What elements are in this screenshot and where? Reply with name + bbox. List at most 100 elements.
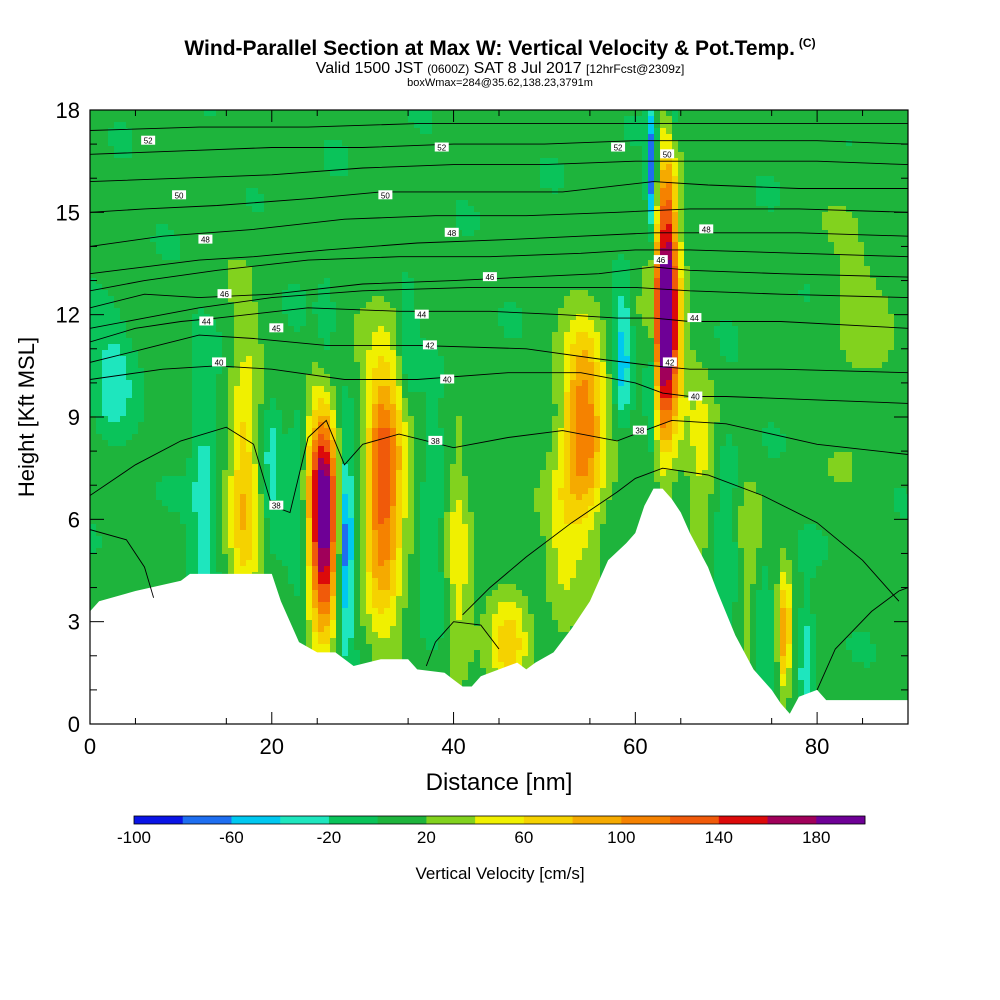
velocity-cell: [756, 218, 763, 225]
velocity-cell: [180, 260, 187, 267]
velocity-cell: [792, 302, 799, 309]
velocity-cell: [132, 290, 139, 297]
velocity-cell: [390, 260, 397, 267]
velocity-cell: [882, 260, 889, 267]
velocity-cell: [216, 284, 223, 291]
velocity-cell: [564, 128, 571, 135]
velocity-cell: [432, 182, 439, 189]
velocity-cell: [426, 254, 433, 261]
velocity-cell: [714, 116, 721, 123]
velocity-cell: [354, 146, 361, 153]
velocity-cell: [90, 254, 97, 261]
velocity-cell: [906, 290, 908, 297]
velocity-cell: [360, 308, 367, 315]
velocity-cell: [318, 176, 325, 183]
velocity-cell: [294, 284, 301, 291]
velocity-cell: [774, 236, 781, 243]
velocity-cell: [372, 242, 379, 249]
velocity-cell: [594, 296, 601, 303]
velocity-cell: [744, 110, 751, 117]
velocity-cell: [174, 158, 181, 165]
velocity-cell: [528, 170, 535, 177]
velocity-cell: [270, 194, 277, 201]
velocity-cell: [414, 128, 421, 135]
velocity-cell: [258, 200, 265, 207]
velocity-cell: [300, 320, 307, 327]
velocity-cell: [624, 188, 631, 195]
velocity-cell: [528, 188, 535, 195]
velocity-cell: [642, 164, 649, 171]
velocity-cell: [456, 122, 463, 129]
velocity-cell: [300, 206, 307, 213]
velocity-cell: [450, 194, 457, 201]
velocity-cell: [852, 260, 859, 267]
velocity-cell: [330, 182, 337, 189]
velocity-cell: [750, 110, 757, 117]
velocity-cell: [402, 110, 409, 117]
velocity-cell: [606, 278, 613, 285]
velocity-cell: [366, 116, 373, 123]
velocity-cell: [240, 224, 247, 231]
velocity-cell: [186, 194, 193, 201]
velocity-cell: [906, 170, 908, 177]
velocity-cell: [594, 290, 601, 297]
velocity-cell: [390, 128, 397, 135]
velocity-cell: [684, 308, 691, 315]
velocity-cell: [762, 254, 769, 261]
velocity-cell: [168, 254, 175, 261]
velocity-cell: [96, 152, 103, 159]
velocity-cell: [108, 248, 115, 255]
velocity-cell: [864, 320, 871, 327]
velocity-cell: [570, 164, 577, 171]
velocity-cell: [720, 170, 727, 177]
velocity-cell: [234, 314, 241, 321]
velocity-cell: [792, 212, 799, 219]
velocity-cell: [786, 308, 793, 315]
velocity-cell: [654, 152, 661, 159]
velocity-cell: [408, 152, 415, 159]
velocity-cell: [294, 122, 301, 129]
velocity-cell: [696, 212, 703, 219]
velocity-cell: [378, 170, 385, 177]
velocity-cell: [234, 308, 241, 315]
velocity-cell: [828, 140, 835, 147]
velocity-cell: [156, 224, 163, 231]
velocity-cell: [414, 116, 421, 123]
velocity-cell: [240, 182, 247, 189]
velocity-cell: [768, 200, 775, 207]
velocity-cell: [510, 188, 517, 195]
velocity-cell: [384, 314, 391, 321]
velocity-cell: [102, 254, 109, 261]
velocity-cell: [660, 176, 667, 183]
velocity-cell: [816, 200, 823, 207]
velocity-cell: [276, 146, 283, 153]
velocity-cell: [762, 218, 769, 225]
velocity-cell: [900, 308, 907, 315]
velocity-cell: [324, 314, 331, 321]
velocity-cell: [600, 122, 607, 129]
velocity-cell: [258, 206, 265, 213]
velocity-cell: [672, 188, 679, 195]
velocity-cell: [180, 218, 187, 225]
velocity-cell: [582, 176, 589, 183]
velocity-cell: [570, 176, 577, 183]
velocity-cell: [210, 140, 217, 147]
velocity-cell: [330, 134, 337, 141]
velocity-cell: [804, 260, 811, 267]
velocity-cell: [474, 242, 481, 249]
velocity-cell: [444, 260, 451, 267]
velocity-cell: [750, 236, 757, 243]
velocity-cell: [432, 236, 439, 243]
velocity-cell: [108, 266, 115, 273]
velocity-cell: [222, 194, 229, 201]
velocity-cell: [738, 260, 745, 267]
velocity-cell: [852, 152, 859, 159]
velocity-cell: [732, 134, 739, 141]
velocity-cell: [732, 110, 739, 117]
velocity-cell: [330, 320, 337, 327]
velocity-cell: [864, 188, 871, 195]
velocity-cell: [600, 200, 607, 207]
velocity-cell: [258, 122, 265, 129]
velocity-cell: [810, 140, 817, 147]
velocity-cell: [282, 242, 289, 249]
